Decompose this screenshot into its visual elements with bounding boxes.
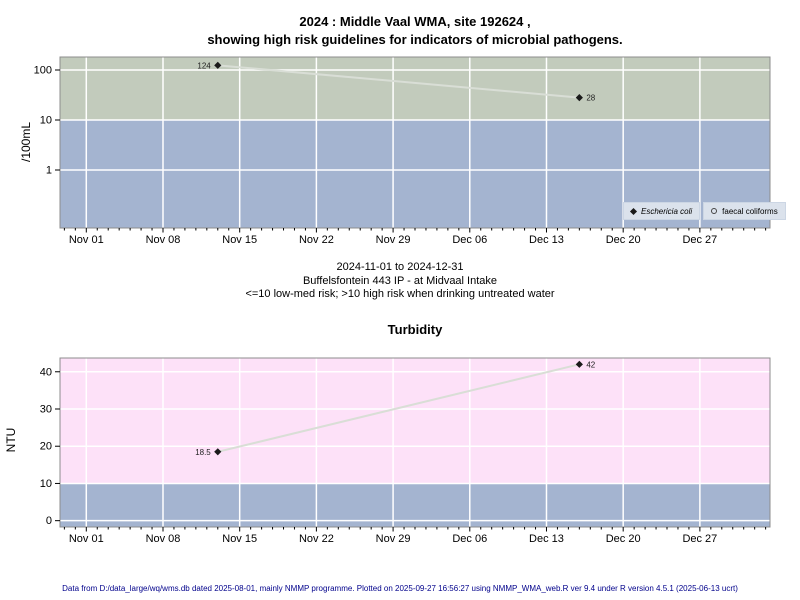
x-tick-label: Dec 06: [452, 234, 487, 246]
legend-label-faecal-coliforms: faecal coliforms: [722, 206, 778, 216]
legend-label-eschericia-coli: Eschericia coli: [641, 206, 693, 216]
caption-risk-note: <=10 low-med risk; >10 high risk when dr…: [245, 288, 555, 300]
data-point-label: 18.5: [195, 448, 211, 457]
x-tick-label: Nov 15: [222, 234, 257, 246]
data-point-label: 28: [586, 94, 595, 103]
legend-item-eschericia-coli: Eschericia coli: [623, 202, 701, 220]
x-tick-label: Nov 29: [376, 234, 411, 246]
top-chart-title-line2: showing high risk guidelines for indicat…: [207, 32, 623, 47]
caption-block: 2024-11-01 to 2024-12-31 Buffelsfontein …: [0, 261, 800, 302]
x-tick-label: Nov 08: [146, 533, 181, 545]
x-tick-label: Dec 06: [452, 533, 487, 545]
x-tick-label: Nov 01: [69, 533, 104, 545]
top-chart-y-axis-label: /100mL: [19, 121, 33, 163]
y-tick-label: 100: [34, 65, 52, 77]
data-point-marker: [214, 61, 222, 69]
bottom-chart-title: Turbidity: [387, 322, 443, 337]
series-line: [217, 363, 580, 453]
caption-site-name: Buffelsfontein 443 IP - at Midvaal Intak…: [302, 274, 498, 287]
x-tick-label: Nov 22: [299, 533, 334, 545]
caption-date-range: 2024-11-01 to 2024-12-31: [336, 261, 464, 273]
y-tick-label: 10: [40, 478, 52, 490]
x-tick-label: Dec 20: [606, 234, 641, 246]
data-point-marker: [214, 448, 222, 456]
y-tick-label: 40: [40, 366, 52, 378]
top-chart-title-line1: 2024 : Middle Vaal WMA, site 192624 ,: [299, 14, 531, 29]
y-tick-label: 1: [46, 165, 52, 177]
risk-band-above-threshold: [60, 358, 770, 484]
open-circle-icon: [711, 208, 718, 214]
risk-band-above-threshold: [60, 57, 770, 120]
x-tick-label: Nov 01: [69, 234, 104, 246]
footer-provenance-text: Data from D:/data_large/wq/wms.db dated …: [62, 584, 738, 593]
x-tick-label: Nov 29: [376, 533, 411, 545]
legend-item-faecal-coliforms: faecal coliforms: [703, 202, 786, 220]
risk-band-below-threshold: [60, 483, 770, 527]
top-chart-title: 2024 : Middle Vaal WMA, site 192624 , sh…: [60, 13, 770, 49]
x-tick-label: Dec 20: [606, 533, 641, 545]
filled-diamond-icon: [629, 207, 638, 215]
x-tick-label: Nov 08: [146, 234, 181, 246]
y-tick-label: 30: [40, 403, 52, 415]
y-tick-label: 0: [46, 515, 52, 527]
x-tick-label: Nov 15: [222, 533, 257, 545]
x-tick-label: Dec 13: [529, 234, 564, 246]
x-tick-label: Nov 22: [299, 234, 334, 246]
x-tick-label: Dec 27: [682, 533, 717, 545]
data-point-marker: [575, 94, 583, 102]
data-point-marker: [575, 360, 583, 368]
data-point-label: 124: [197, 61, 211, 70]
x-tick-label: Dec 27: [682, 234, 717, 246]
bottom-chart-y-axis-label: NTU: [4, 427, 18, 453]
x-tick-label: Dec 13: [529, 533, 564, 545]
series-line: [217, 64, 580, 99]
y-tick-label: 20: [40, 441, 52, 453]
y-tick-label: 10: [40, 115, 52, 127]
data-point-label: 42: [586, 360, 595, 369]
legend: Eschericia coli faecal coliforms: [623, 202, 786, 220]
